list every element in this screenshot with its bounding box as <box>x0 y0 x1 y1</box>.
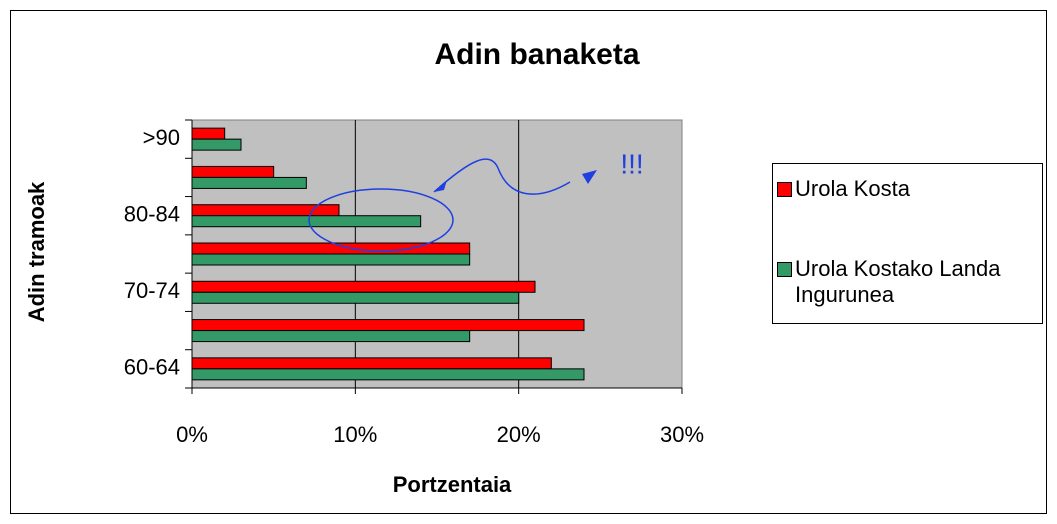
bar <box>191 280 536 293</box>
x-tick-label: 10% <box>333 422 377 447</box>
legend-label: Urola Kosta <box>795 176 911 201</box>
bar <box>191 291 520 304</box>
bar <box>191 215 422 228</box>
legend-label: Urola Kostako Landa Ingurunea <box>795 256 1001 307</box>
y-tick-label: 70-74 <box>124 278 180 303</box>
legend-swatch <box>777 182 792 197</box>
x-tick-label: 30% <box>660 422 704 447</box>
x-axis-label: Portzentaia <box>393 472 512 497</box>
x-tick-label: 20% <box>497 422 541 447</box>
bar <box>191 242 471 255</box>
bar <box>191 357 552 370</box>
legend-swatch <box>777 262 792 277</box>
bar <box>191 368 585 381</box>
legend <box>772 163 1043 324</box>
y-tick-label: >90 <box>143 125 180 150</box>
chart-title: Adin banaketa <box>434 38 639 71</box>
bar <box>191 176 307 189</box>
annotation-arrowhead <box>582 170 597 184</box>
y-tick-label: 80-84 <box>124 202 180 227</box>
x-tick-label: 0% <box>176 422 208 447</box>
bar <box>191 330 471 343</box>
bar <box>191 127 226 140</box>
annotation-arrowhead <box>434 180 447 192</box>
annotation: !!! <box>620 148 643 179</box>
bar <box>191 253 471 266</box>
bar <box>191 319 585 332</box>
bar <box>191 138 242 151</box>
annotation-curve <box>433 158 571 195</box>
bar <box>191 165 275 178</box>
annotation-ellipse <box>308 188 454 252</box>
y-tick-label: 60-64 <box>124 355 180 380</box>
y-axis-label: Adin tramoak <box>24 181 49 322</box>
